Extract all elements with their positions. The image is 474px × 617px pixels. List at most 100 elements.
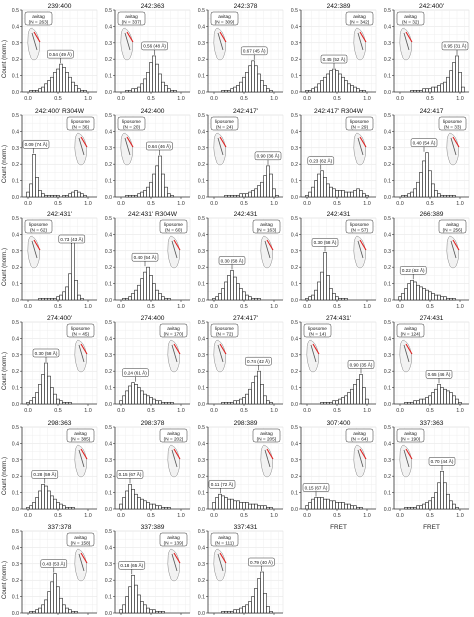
histogram-bar — [440, 296, 444, 301]
histogram-bar — [137, 497, 141, 510]
histogram-bar — [257, 505, 261, 510]
y-tick-label: 0.5 — [12, 425, 19, 431]
histogram-bar — [332, 293, 336, 301]
y-axis-label: Count (norm.) — [1, 145, 8, 183]
x-tick-label: 0.5 — [240, 201, 248, 207]
y-tick-label: 0.3 — [12, 41, 19, 47]
y-tick-label: 0.4 — [291, 441, 298, 447]
histogram-bar — [230, 402, 234, 405]
y-tick-label: 0.3 — [12, 249, 19, 255]
y-tick-label: 0.0 — [12, 90, 19, 96]
histogram-bar — [335, 70, 339, 93]
inset-count: (N = 202) — [164, 437, 184, 442]
histogram-bar — [443, 296, 447, 301]
peak-label: 0.28 (59 Å) — [33, 471, 56, 477]
histogram-bar — [236, 500, 240, 510]
histogram-bar — [230, 270, 234, 301]
histogram-bar — [161, 173, 165, 198]
y-tick-label: 0.5 — [105, 8, 112, 14]
x-tick-label: 0.5 — [147, 96, 155, 102]
y-tick-label: 0.3 — [198, 353, 205, 359]
inset-count: (N = 29) — [351, 125, 369, 130]
x-tick-label: 0.0 — [24, 513, 32, 519]
y-tick-label: 0.1 — [291, 491, 298, 497]
histogram-bar — [323, 252, 327, 301]
histogram-bar — [344, 503, 348, 510]
x-axis-label: FRET — [330, 524, 347, 531]
y-tick-label: 0.3 — [12, 353, 19, 359]
peak-label: 0.45 (52 Å) — [323, 56, 346, 62]
histogram-bar — [326, 402, 330, 405]
histogram-bar — [125, 90, 129, 93]
histogram-bar — [41, 484, 45, 510]
y-tick-label: 0.5 — [384, 216, 391, 222]
histogram-bar — [161, 507, 165, 510]
x-tick-label: 0.0 — [24, 96, 32, 102]
chart-panel: 0.0 0.1 0.2 0.3 0.4 0.5 0.0 0.5 1.0 274:400' Count… — [1, 315, 98, 414]
histogram-bar — [254, 65, 258, 93]
histogram-bar — [134, 384, 138, 405]
fret-distance-icon — [359, 136, 367, 148]
y-tick-label: 0.0 — [384, 195, 391, 201]
y-tick-label: 0.5 — [105, 113, 112, 119]
x-tick-label: 0.0 — [210, 96, 218, 102]
histogram-bar — [155, 611, 159, 614]
y-tick-label: 0.5 — [291, 113, 298, 119]
inset-count: (N = 57) — [351, 228, 369, 233]
y-tick-label: 0.5 — [12, 216, 19, 222]
chart-panel: 0.0 0.1 0.2 0.3 0.4 0.5 0.0 0.5 1.0 298:389avitag… — [198, 420, 284, 519]
histogram-bar — [407, 283, 411, 301]
inset-count: (N = 263) — [29, 20, 49, 25]
histogram-bar — [422, 88, 426, 93]
histogram-bar — [161, 402, 165, 405]
y-tick-label: 0.2 — [105, 369, 112, 375]
histogram-bar — [422, 160, 426, 198]
chart-panel: 0.0 0.1 0.2 0.3 0.4 0.5 0.0 0.5 1.0 242:400'avita… — [384, 3, 470, 102]
protein-helix-icon — [403, 449, 410, 468]
histogram-bar — [410, 90, 414, 93]
histogram-bar — [119, 400, 123, 405]
histogram-bar — [434, 190, 438, 198]
x-tick-label: 0.0 — [210, 304, 218, 310]
y-tick-label: 0.1 — [198, 179, 205, 185]
histogram-bar — [131, 382, 135, 405]
histogram-bar — [263, 505, 267, 510]
histogram-bar — [425, 289, 429, 301]
histogram-bar — [167, 88, 171, 93]
histogram-bar — [431, 86, 435, 93]
histogram-bar — [305, 90, 309, 93]
y-tick-label: 0.5 — [12, 8, 19, 14]
histogram-bar — [452, 195, 456, 198]
x-tick-label: 1.0 — [84, 96, 92, 102]
inset-label: avitag — [353, 431, 366, 436]
histogram-bar — [122, 395, 126, 405]
y-tick-label: 0.1 — [105, 386, 112, 392]
histogram-bar — [167, 193, 171, 198]
x-tick-label: 1.0 — [363, 201, 371, 207]
histogram-bar — [449, 500, 453, 510]
histogram-bar — [152, 283, 156, 301]
y-tick-label: 0.3 — [291, 146, 298, 152]
y-tick-label: 0.0 — [198, 507, 205, 513]
histogram-bar — [251, 190, 255, 198]
y-tick-label: 0.5 — [105, 425, 112, 431]
histogram-bar — [455, 398, 459, 405]
y-tick-label: 0.1 — [12, 595, 19, 601]
y-tick-label: 0.0 — [198, 611, 205, 617]
histogram-bar — [149, 275, 153, 301]
histogram-bar — [269, 402, 273, 405]
histogram-bar — [155, 165, 159, 198]
fret-distance-icon — [266, 448, 274, 460]
histogram-bar — [83, 90, 87, 93]
histogram-bar — [128, 296, 132, 301]
y-tick-label: 0.2 — [12, 265, 19, 271]
x-tick-label: 0.0 — [24, 408, 32, 414]
histogram-bar — [212, 502, 216, 510]
histogram-bar — [143, 190, 147, 198]
inset-count: (N = 163) — [257, 228, 277, 233]
histogram-bar — [38, 190, 42, 198]
fret-distance-icon — [126, 136, 134, 148]
peak-label: 0.70 (44 Å) — [431, 458, 454, 464]
histogram-bar — [350, 505, 354, 510]
x-tick-label: 1.0 — [177, 408, 185, 414]
